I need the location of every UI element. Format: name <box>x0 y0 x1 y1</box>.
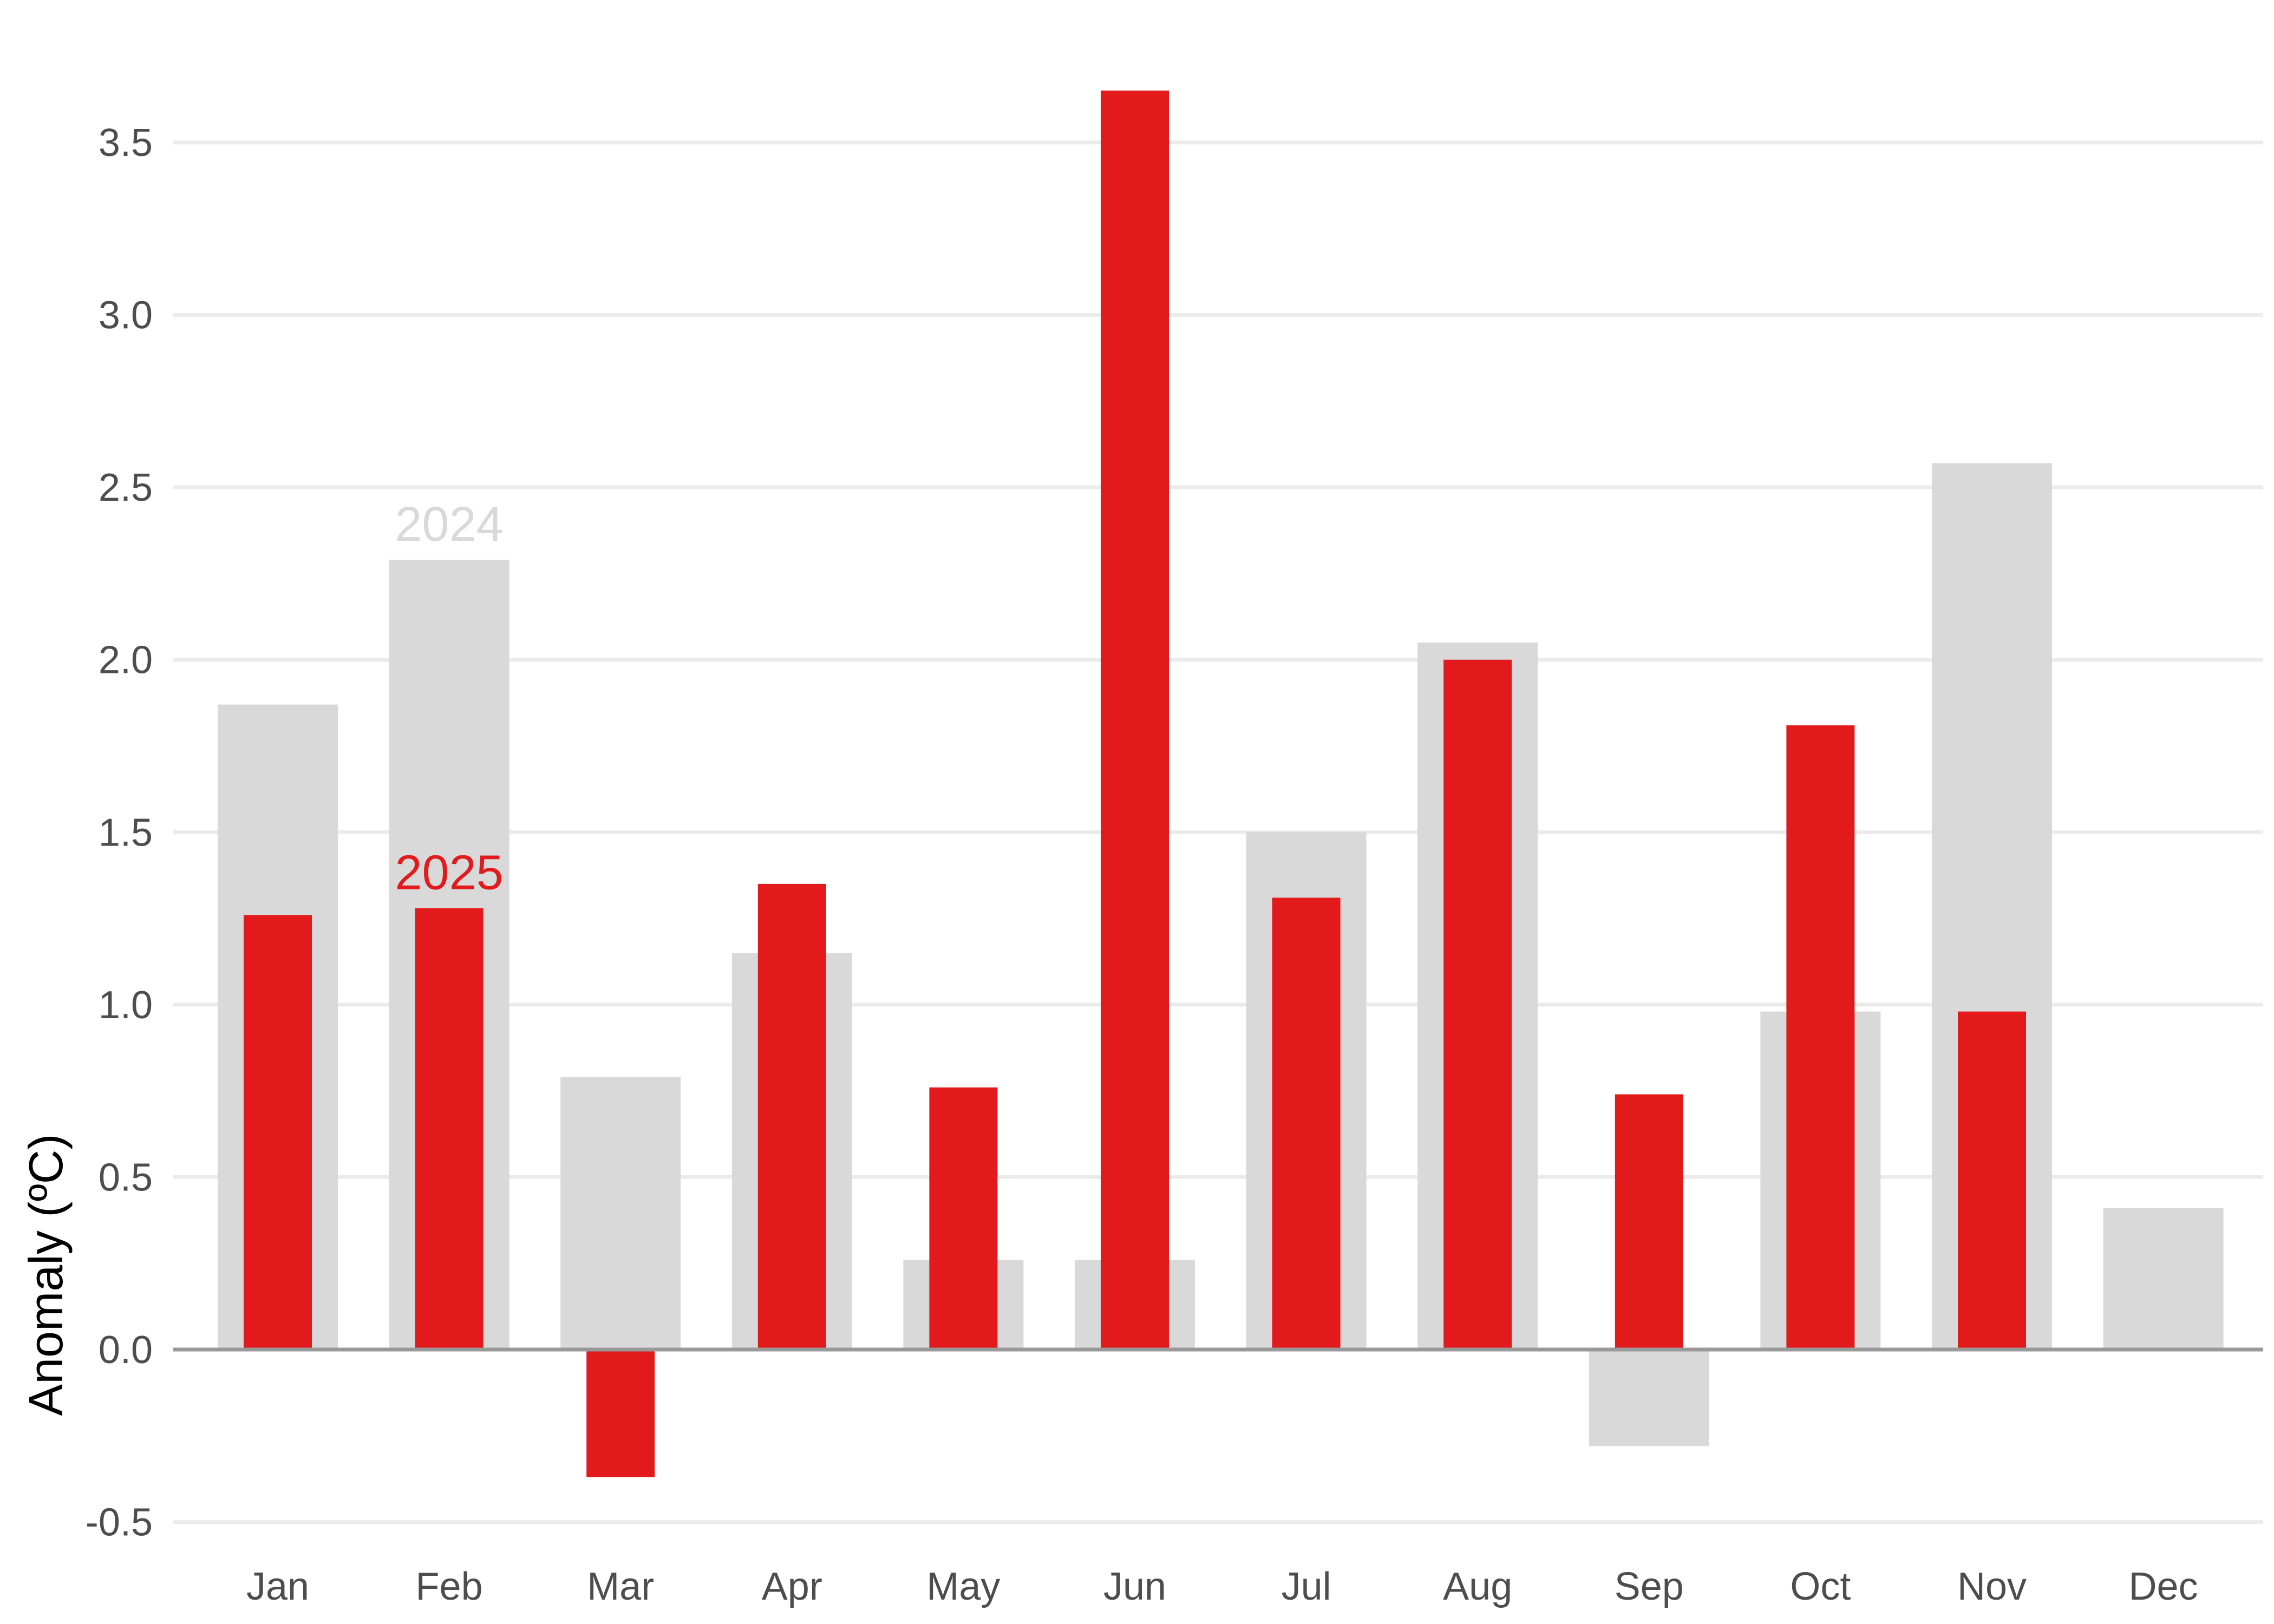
series-2025-bars <box>244 90 2026 1477</box>
bar-2025-aug <box>1443 659 1512 1350</box>
y-axis-title: Anomaly (ºC) <box>19 1134 73 1416</box>
x-tick-label: Apr <box>762 1565 822 1608</box>
x-tick-label: Feb <box>416 1565 483 1608</box>
bar-2025-feb <box>415 908 483 1350</box>
y-tick-label: 3.5 <box>99 121 153 165</box>
series-2024-bars <box>218 463 2224 1446</box>
x-tick-label: Aug <box>1443 1565 1512 1608</box>
y-tick-label: 1.5 <box>99 811 153 854</box>
bar-2025-jan <box>244 915 312 1350</box>
series-labels: 2024 2025 <box>395 497 503 900</box>
series-label-2025: 2025 <box>395 846 503 900</box>
bar-2025-may <box>929 1087 998 1350</box>
y-tick-label: -0.5 <box>86 1501 153 1544</box>
y-tick-label: 1.0 <box>99 984 153 1027</box>
bar-2024-sep <box>1589 1350 1709 1446</box>
bar-2025-nov <box>1958 1011 2026 1350</box>
y-tick-label: 0.5 <box>99 1156 153 1199</box>
x-tick-label: Jun <box>1103 1565 1166 1608</box>
x-tick-label: Jan <box>246 1565 309 1608</box>
bar-2025-oct <box>1786 725 1855 1350</box>
series-label-2024: 2024 <box>395 497 503 552</box>
x-axis-tick-labels: Jan Feb Mar Apr May Jun Jul Aug Sep Oct Nov Dec <box>246 1565 2198 1608</box>
y-tick-label: 3.0 <box>99 294 153 337</box>
y-tick-label: 2.0 <box>99 639 153 682</box>
bar-2025-jun <box>1101 90 1169 1350</box>
x-tick-label: Mar <box>587 1565 654 1608</box>
gridlines <box>173 140 2263 1524</box>
bar-2025-jul <box>1272 898 1341 1350</box>
bar-2024-mar <box>560 1077 681 1350</box>
x-tick-label: Jul <box>1282 1565 1331 1608</box>
y-tick-label: 2.5 <box>99 466 153 509</box>
x-tick-label: Nov <box>1957 1565 2027 1608</box>
bar-2025-apr <box>757 883 826 1350</box>
bar-2025-mar <box>586 1350 655 1477</box>
y-tick-label: 0.0 <box>99 1328 153 1372</box>
x-tick-label: May <box>926 1565 1000 1608</box>
x-tick-label: Oct <box>1790 1565 1851 1608</box>
y-axis-tick-labels: -0.5 0.0 0.5 1.0 1.5 2.0 2.5 3.0 3.5 <box>86 121 153 1544</box>
bar-2024-dec <box>2103 1208 2224 1350</box>
x-tick-label: Sep <box>1615 1565 1684 1608</box>
bar-2025-sep <box>1615 1094 1683 1350</box>
x-tick-label: Dec <box>2129 1565 2198 1608</box>
